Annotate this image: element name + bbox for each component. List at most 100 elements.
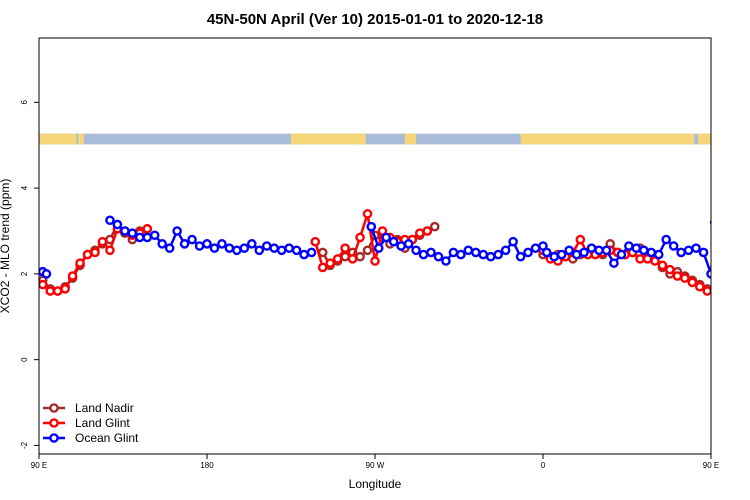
legend-marker — [49, 433, 59, 443]
data-point — [737, 232, 744, 239]
x-tick-label: 0 — [541, 461, 546, 470]
data-point — [366, 221, 377, 232]
data-point — [657, 260, 668, 271]
data-point — [741, 257, 748, 264]
data-point — [470, 247, 481, 258]
data-point — [411, 245, 421, 256]
data-point — [362, 209, 373, 219]
data-point — [515, 251, 526, 262]
data-point — [624, 241, 634, 251]
data-point — [52, 286, 63, 296]
x-tick-label: 90 E — [703, 461, 719, 470]
data-point — [631, 243, 642, 253]
y-axis: -2 0 2 4 6 — [20, 100, 39, 449]
data-point — [373, 243, 384, 253]
data-point — [403, 239, 414, 249]
legend-marker — [49, 403, 59, 413]
data-point — [556, 249, 567, 260]
data-point — [310, 236, 321, 247]
data-point — [426, 247, 436, 258]
data-point — [719, 281, 726, 288]
data-point — [142, 232, 153, 243]
data-point — [508, 236, 518, 247]
y-axis-label: XCO2 - MLO trend (ppm) — [0, 179, 12, 314]
data-point — [97, 236, 108, 247]
data-point — [653, 249, 664, 260]
data-point — [441, 256, 451, 266]
data-point — [672, 271, 683, 281]
data-point — [299, 249, 309, 260]
data-point — [575, 234, 586, 245]
data-point — [39, 279, 48, 290]
data-point — [709, 288, 711, 295]
data-point — [448, 247, 459, 258]
data-point — [381, 232, 392, 243]
data-point — [332, 254, 343, 264]
strip-land — [291, 133, 366, 145]
data-point — [722, 221, 729, 228]
legend-item: Land Glint — [43, 416, 130, 430]
data-point — [680, 273, 690, 283]
y-tick-label: 0 — [20, 357, 29, 362]
x-axis-label: Longitude — [349, 477, 402, 491]
y-tick-label: 2 — [20, 271, 29, 276]
data-point — [635, 254, 645, 264]
data-point — [734, 264, 741, 271]
data-point — [463, 245, 474, 256]
data-point — [709, 288, 711, 295]
data-point — [687, 277, 698, 288]
data-point — [715, 217, 722, 224]
data-point — [734, 257, 741, 264]
data-point — [745, 234, 750, 241]
legend-item: Ocean Glint — [43, 431, 139, 445]
strip-land — [39, 133, 77, 145]
legend-marker — [49, 418, 59, 428]
strip-ocean — [39, 133, 711, 145]
data-point — [41, 269, 52, 279]
x-axis: 90 E 180 90 W 0 90 E — [31, 454, 719, 470]
land-ocean-strip — [39, 133, 711, 145]
y-tick-label: -2 — [20, 441, 29, 449]
data-point — [579, 247, 589, 258]
data-point — [429, 221, 440, 232]
data-point — [45, 286, 56, 296]
data-point — [493, 249, 504, 260]
series-layer — [39, 209, 750, 296]
data-point — [172, 226, 182, 236]
strip-land — [78, 133, 84, 145]
data-point — [500, 245, 511, 256]
data-point — [646, 247, 657, 258]
data-point — [217, 239, 227, 249]
data-point — [726, 272, 733, 279]
legend-label: Ocean Glint — [75, 431, 139, 445]
data-point — [698, 247, 709, 258]
data-point — [702, 286, 711, 296]
data-point — [60, 284, 70, 294]
data-point — [691, 243, 701, 253]
strip-land — [404, 133, 417, 145]
strip-land — [520, 133, 695, 145]
data-point — [325, 258, 336, 268]
strip-land — [697, 133, 711, 145]
x-tick-label: 180 — [200, 461, 214, 470]
data-point — [726, 268, 733, 275]
data-point — [719, 283, 726, 290]
data-point — [523, 247, 533, 258]
data-point — [676, 247, 686, 258]
data-point — [478, 249, 489, 260]
data-point — [194, 241, 205, 251]
data-point — [157, 239, 167, 249]
data-point — [616, 249, 627, 260]
data-point — [362, 245, 373, 256]
y-tick-label: 4 — [20, 185, 29, 190]
data-point — [347, 254, 358, 264]
data-point — [665, 264, 675, 275]
data-point — [127, 228, 138, 238]
data-point — [105, 245, 115, 256]
data-point — [202, 239, 212, 249]
data-point — [67, 271, 78, 281]
data-point — [709, 219, 711, 226]
data-point — [291, 245, 302, 256]
data-point — [224, 243, 235, 253]
